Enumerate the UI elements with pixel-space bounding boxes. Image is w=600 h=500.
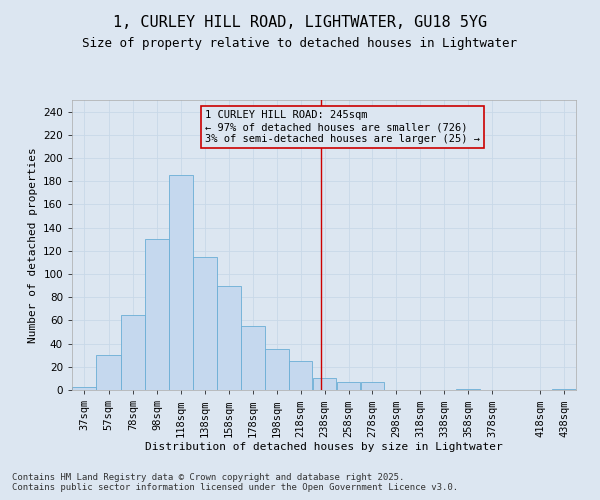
Bar [169, 176, 193, 390]
Bar [145, 239, 169, 390]
Text: 1 CURLEY HILL ROAD: 245sqm
← 97% of detached houses are smaller (726)
3% of semi: 1 CURLEY HILL ROAD: 245sqm ← 97% of deta… [205, 110, 480, 144]
Bar [457, 389, 480, 390]
Bar [193, 256, 217, 390]
Text: Contains HM Land Registry data © Crown copyright and database right 2025.
Contai: Contains HM Land Registry data © Crown c… [12, 473, 458, 492]
Text: 1, CURLEY HILL ROAD, LIGHTWATER, GU18 5YG: 1, CURLEY HILL ROAD, LIGHTWATER, GU18 5Y… [113, 15, 487, 30]
Bar [241, 326, 265, 390]
Bar [552, 389, 576, 390]
Bar [217, 286, 241, 390]
Bar [265, 350, 289, 390]
X-axis label: Distribution of detached houses by size in Lightwater: Distribution of detached houses by size … [145, 442, 503, 452]
Y-axis label: Number of detached properties: Number of detached properties [28, 147, 38, 343]
Bar [121, 314, 145, 390]
Bar [361, 382, 384, 390]
Bar [337, 382, 361, 390]
Bar [313, 378, 337, 390]
Bar [96, 355, 121, 390]
Bar [72, 386, 96, 390]
Text: Size of property relative to detached houses in Lightwater: Size of property relative to detached ho… [83, 38, 517, 51]
Bar [289, 361, 313, 390]
